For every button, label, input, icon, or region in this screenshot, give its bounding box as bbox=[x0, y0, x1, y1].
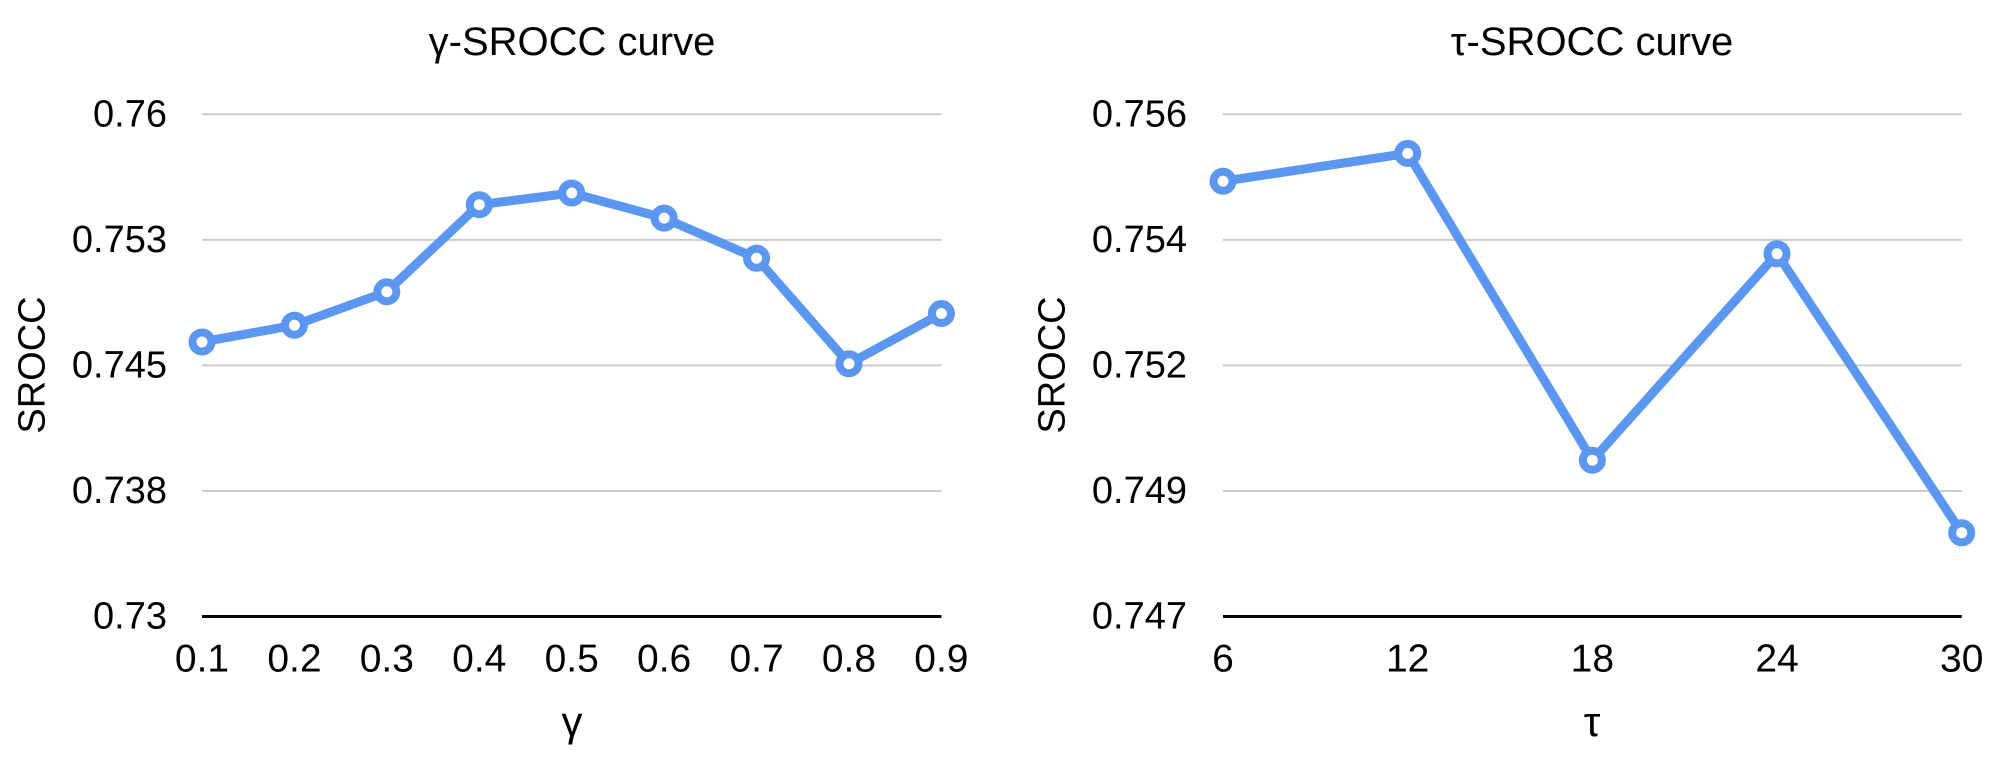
x-tick-label: 6 bbox=[1212, 638, 1234, 681]
y-tick-label: 0.754 bbox=[1092, 219, 1187, 261]
data-point-marker bbox=[558, 179, 586, 207]
y-tick-label: 0.76 bbox=[93, 93, 167, 135]
data-point-marker bbox=[743, 244, 771, 272]
x-tick-label: 0.6 bbox=[637, 638, 691, 681]
tau-srocc-chart: τ-SROCC curve SROCC 0.747 0.749 0.752 0.754… bbox=[1003, 0, 2006, 757]
data-point-marker bbox=[1394, 139, 1422, 167]
chart-title: γ-SROCC curve bbox=[428, 20, 716, 64]
data-point-marker bbox=[650, 204, 678, 232]
series-line bbox=[197, 188, 946, 369]
plot-area: 0.747 0.749 0.752 0.754 0.756 6 12 18 24 30 bbox=[1092, 93, 1983, 681]
x-tick-label: 0.7 bbox=[729, 638, 783, 681]
data-point-marker bbox=[465, 191, 493, 219]
x-axis-title: γ bbox=[561, 698, 583, 745]
data-point-marker bbox=[835, 350, 863, 378]
y-tick-label: 0.73 bbox=[93, 596, 167, 638]
series-line bbox=[1218, 148, 1967, 538]
data-point-marker bbox=[1578, 446, 1606, 474]
x-tick-label: 0.2 bbox=[267, 638, 321, 681]
x-tick-label: 0.5 bbox=[545, 638, 599, 681]
data-point-marker bbox=[1209, 167, 1237, 195]
data-point-marker bbox=[1763, 240, 1791, 268]
data-point-marker bbox=[927, 300, 955, 328]
y-tick-label: 0.752 bbox=[1092, 344, 1187, 386]
y-tick-label: 0.749 bbox=[1092, 470, 1187, 512]
x-tick-label: 24 bbox=[1755, 638, 1798, 681]
chart-title: τ-SROCC curve bbox=[1450, 20, 1734, 64]
y-tick-label: 0.753 bbox=[72, 219, 167, 261]
data-point-marker bbox=[188, 328, 216, 356]
data-point-marker bbox=[373, 278, 401, 306]
gamma-srocc-chart: γ-SROCC curve SROCC 0.73 0.738 0.745 0.753 0… bbox=[12, 20, 969, 745]
x-tick-label: 0.3 bbox=[360, 638, 414, 681]
y-tick-label: 0.745 bbox=[72, 344, 167, 386]
plot-area: 0.73 0.738 0.745 0.753 0.76 0.1 0.2 0.3 0.4 0.5 0.… bbox=[72, 93, 969, 681]
x-tick-label: 0.1 bbox=[175, 638, 229, 681]
x-tick-label: 30 bbox=[1940, 638, 1983, 681]
x-tick-label: 0.9 bbox=[914, 638, 968, 681]
x-tick-label: 18 bbox=[1571, 638, 1614, 681]
y-tick-label: 0.738 bbox=[72, 470, 167, 512]
data-point-marker bbox=[280, 311, 308, 339]
x-tick-label: 12 bbox=[1386, 638, 1429, 681]
data-point-marker bbox=[1948, 519, 1976, 547]
x-tick-label: 0.4 bbox=[452, 638, 506, 681]
y-tick-label: 0.756 bbox=[1092, 93, 1187, 135]
x-axis-title: τ bbox=[1583, 698, 1601, 745]
x-tick-label: 0.8 bbox=[822, 638, 876, 681]
y-tick-label: 0.747 bbox=[1092, 596, 1187, 638]
